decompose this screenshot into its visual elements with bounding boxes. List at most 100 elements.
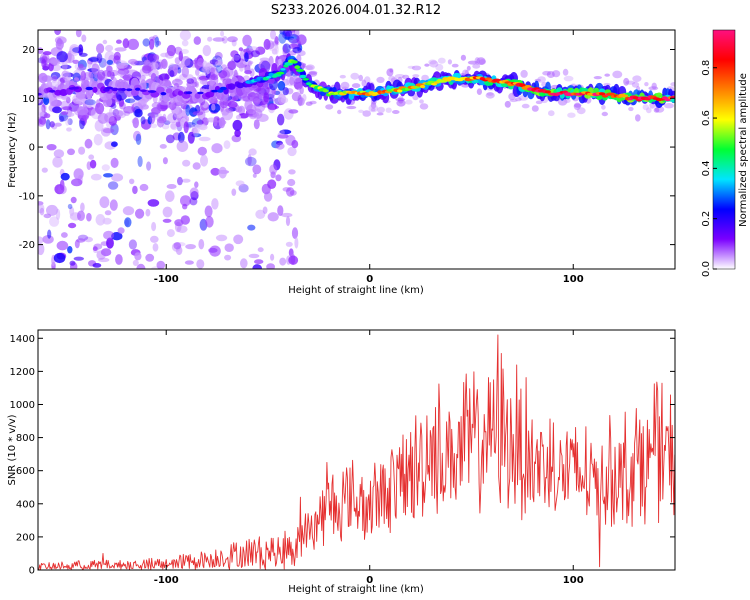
spectrogram-ridge-cell (85, 86, 94, 91)
spectrogram-cell (159, 101, 172, 106)
spectrogram-cell (350, 72, 360, 80)
spectrogram-cell (84, 138, 93, 149)
spectrogram-cell (284, 36, 295, 41)
spectrogram-cell (66, 127, 72, 132)
spectrogram-cell (106, 59, 114, 65)
spectrogram-cell (371, 107, 376, 112)
spectrogram-cell (42, 51, 52, 56)
spectrogram-cell (308, 70, 318, 75)
spectrogram-cell (176, 225, 188, 233)
spectrogram-cell (42, 235, 54, 244)
spectrogram-cell (612, 70, 623, 79)
spectrogram-cell (244, 52, 249, 63)
spectrogram-cell (282, 43, 288, 55)
spectrogram-ridge-cell (302, 78, 309, 81)
spectrogram-cell (211, 198, 219, 210)
spectrogram-cell (67, 50, 72, 63)
spectrogram-cell (116, 39, 122, 44)
spectrogram-plot-area (38, 30, 675, 269)
spectrogram-cell (191, 123, 197, 130)
spectrogram-cell (305, 64, 315, 71)
spectrogram-cell (61, 232, 68, 238)
spectrogram-cell (542, 70, 551, 76)
spectrogram-cell (107, 181, 119, 190)
spectrogram-cell (250, 50, 260, 58)
spectrogram-cell (178, 50, 183, 62)
spectrogram-cell (104, 210, 112, 216)
spectrogram-cell (210, 74, 219, 81)
spectrogram-cell (45, 119, 51, 130)
spectrogram-cell (196, 54, 204, 66)
spectrogram-cell (89, 159, 97, 169)
spectrogram-cell (282, 30, 293, 37)
spectrogram-cell (103, 230, 115, 240)
spectrogram-cell (466, 65, 471, 71)
spectrogram-cell (46, 204, 58, 216)
spectrogram-cell (218, 70, 228, 78)
spectrogram-cell (106, 237, 114, 249)
spectrogram-cell (160, 52, 170, 58)
spectrogram-cell (111, 173, 124, 182)
spectrogram-cell (135, 133, 142, 145)
spectrogram-cell (215, 64, 223, 74)
spectrogram-cell (377, 106, 385, 114)
spectrogram-cell (376, 76, 385, 83)
spectrogram-cell (197, 146, 207, 156)
spectrogram-cell (176, 140, 189, 152)
snr-ytick-label: 600 (16, 466, 35, 477)
spectrogram-cell (151, 107, 161, 115)
spectrogram-cell (644, 82, 649, 87)
spectrogram-ridge-cell (299, 74, 307, 79)
spectrogram-cell (149, 38, 155, 50)
spectrogram-cell (419, 103, 429, 110)
spectrogram-cell (174, 57, 181, 65)
spectrogram-cell (242, 34, 252, 47)
spectrogram-cell (65, 116, 70, 126)
spectrogram-cell (623, 77, 630, 86)
spectrogram-cell (147, 199, 160, 207)
spectrogram-cell (150, 72, 157, 82)
spectrogram-cell (222, 108, 233, 121)
colorbar-tick-label: 0.6 (701, 110, 712, 126)
snr-ytick-label: 800 (16, 433, 35, 444)
spectrogram-cell (38, 105, 45, 117)
spectrogram-cell (78, 63, 84, 69)
spectrogram-cell (218, 117, 226, 129)
spectrogram-ridge-cell (165, 88, 173, 94)
spectrogram-cell (101, 164, 110, 171)
spectrogram-ridge-cell (266, 75, 272, 79)
spectrogram-cell (225, 96, 237, 102)
spectrogram-cell (50, 58, 61, 66)
spectrogram-cell (67, 203, 73, 210)
spectrogram-cell (59, 115, 65, 123)
spectrogram-cell (198, 239, 205, 250)
snr-ytick-label: 1400 (10, 334, 35, 345)
spectrogram-cell (189, 197, 198, 206)
snr-ylabel: SNR (10 * v/v) (7, 414, 18, 485)
spectrogram-cell (368, 104, 379, 113)
spectrogram-cell (451, 63, 459, 68)
spectrogram-cell (270, 171, 276, 179)
spectrogram-cell (297, 94, 303, 107)
colorbar-axes: 0.0 0.2 0.4 0.6 0.8 (701, 60, 717, 277)
spectrogram-cell (54, 30, 61, 36)
spectrogram-cell (225, 107, 234, 113)
spectrogram-cell (122, 38, 130, 49)
spectrogram-cell (476, 57, 486, 65)
spectrogram-ridge-cell (211, 89, 219, 93)
spectrogram-cell (204, 205, 213, 218)
spectrogram-ridge-cell (86, 88, 93, 99)
spectrogram-cell (72, 59, 80, 64)
spectrogram-cell (278, 32, 287, 44)
spectrogram-cell (184, 260, 194, 265)
spectrogram-cell (86, 161, 92, 171)
spectrogram-cell (97, 69, 106, 81)
spectrogram-cell (56, 51, 68, 63)
spectrogram-cell (297, 97, 305, 106)
spectrogram-cell (92, 263, 102, 268)
spectrogram-cell (277, 134, 289, 139)
spectrogram-cell (166, 229, 175, 238)
spectrogram-cell (133, 130, 142, 142)
spectrogram-cell (115, 89, 128, 101)
spectrogram-cell (157, 116, 167, 124)
